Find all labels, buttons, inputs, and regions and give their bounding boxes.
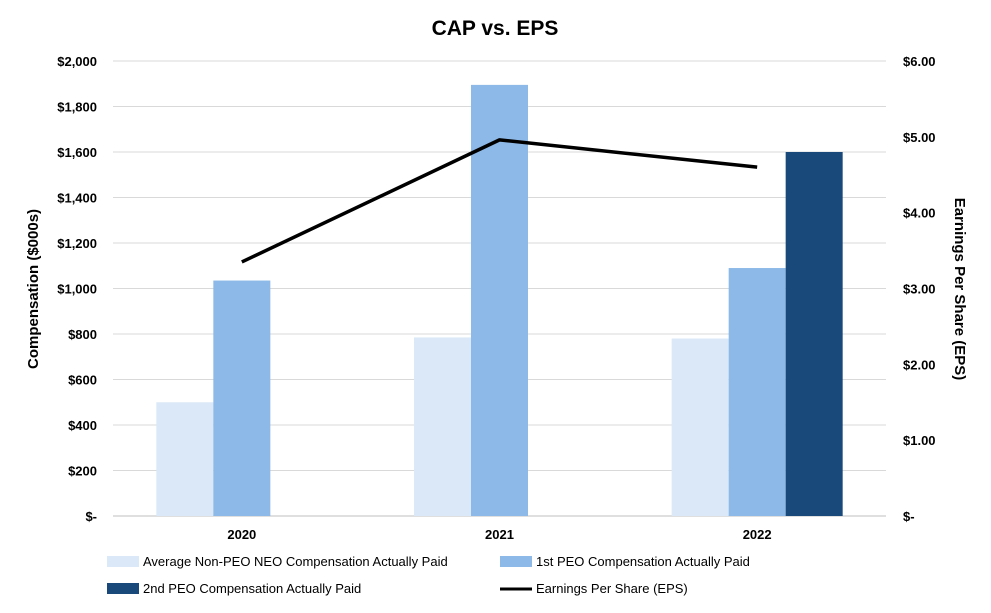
eps-line <box>241 138 758 264</box>
left-axis-title: Compensation ($000s) <box>25 209 42 369</box>
legend-label: Average Non-PEO NEO Compensation Actuall… <box>143 554 448 569</box>
right-tick-label: $3.00 <box>903 282 936 297</box>
right-tick-label: $- <box>903 509 915 524</box>
left-tick-label: $1,000 <box>57 282 97 297</box>
bar <box>471 84 528 516</box>
right-tick-label: $4.00 <box>903 206 936 221</box>
x-tick-label: 2020 <box>227 527 256 542</box>
left-tick-label: $- <box>85 509 97 524</box>
legend-swatch <box>107 556 139 567</box>
left-tick-label: $400 <box>68 418 97 433</box>
legend-label: 2nd PEO Compensation Actually Paid <box>143 581 361 596</box>
bar <box>671 338 729 516</box>
left-tick-label: $2,000 <box>57 54 97 69</box>
left-axis-ticks: $- $200 $400 $600 $800 $1,000 $1,200 $1,400 $1,6… <box>57 54 97 524</box>
left-tick-label: $1,200 <box>57 236 97 251</box>
bars <box>156 84 843 516</box>
left-tick-label: $800 <box>68 327 97 342</box>
bar <box>414 337 471 516</box>
bar <box>213 280 271 516</box>
right-axis-ticks: $- $1.00 $2.00 $3.00 $4.00 $5.00 $6.00 <box>903 54 936 524</box>
eps-line-path <box>241 138 758 264</box>
legend-swatch <box>107 583 139 594</box>
legend: Average Non-PEO NEO Compensation Actuall… <box>107 554 750 596</box>
legend-label: 1st PEO Compensation Actually Paid <box>536 554 750 569</box>
left-tick-label: $1,800 <box>57 100 97 115</box>
left-tick-label: $200 <box>68 464 97 479</box>
x-tick-label: 2022 <box>743 527 772 542</box>
bar <box>728 268 786 516</box>
x-axis-ticks: 2020 2021 2022 <box>227 527 771 542</box>
left-tick-label: $600 <box>68 373 97 388</box>
x-tick-label: 2021 <box>485 527 514 542</box>
legend-label: Earnings Per Share (EPS) <box>536 581 688 596</box>
right-tick-label: $2.00 <box>903 357 936 372</box>
right-tick-label: $5.00 <box>903 130 936 145</box>
right-tick-label: $1.00 <box>903 433 936 448</box>
right-axis-title: Earnings Per Share (EPS) <box>951 198 968 381</box>
legend-swatch <box>500 556 532 567</box>
bar <box>156 402 214 516</box>
left-tick-label: $1,600 <box>57 145 97 160</box>
left-tick-label: $1,400 <box>57 191 97 206</box>
bar <box>785 152 843 516</box>
right-tick-label: $6.00 <box>903 54 936 69</box>
chart-title: CAP vs. EPS <box>432 17 559 40</box>
